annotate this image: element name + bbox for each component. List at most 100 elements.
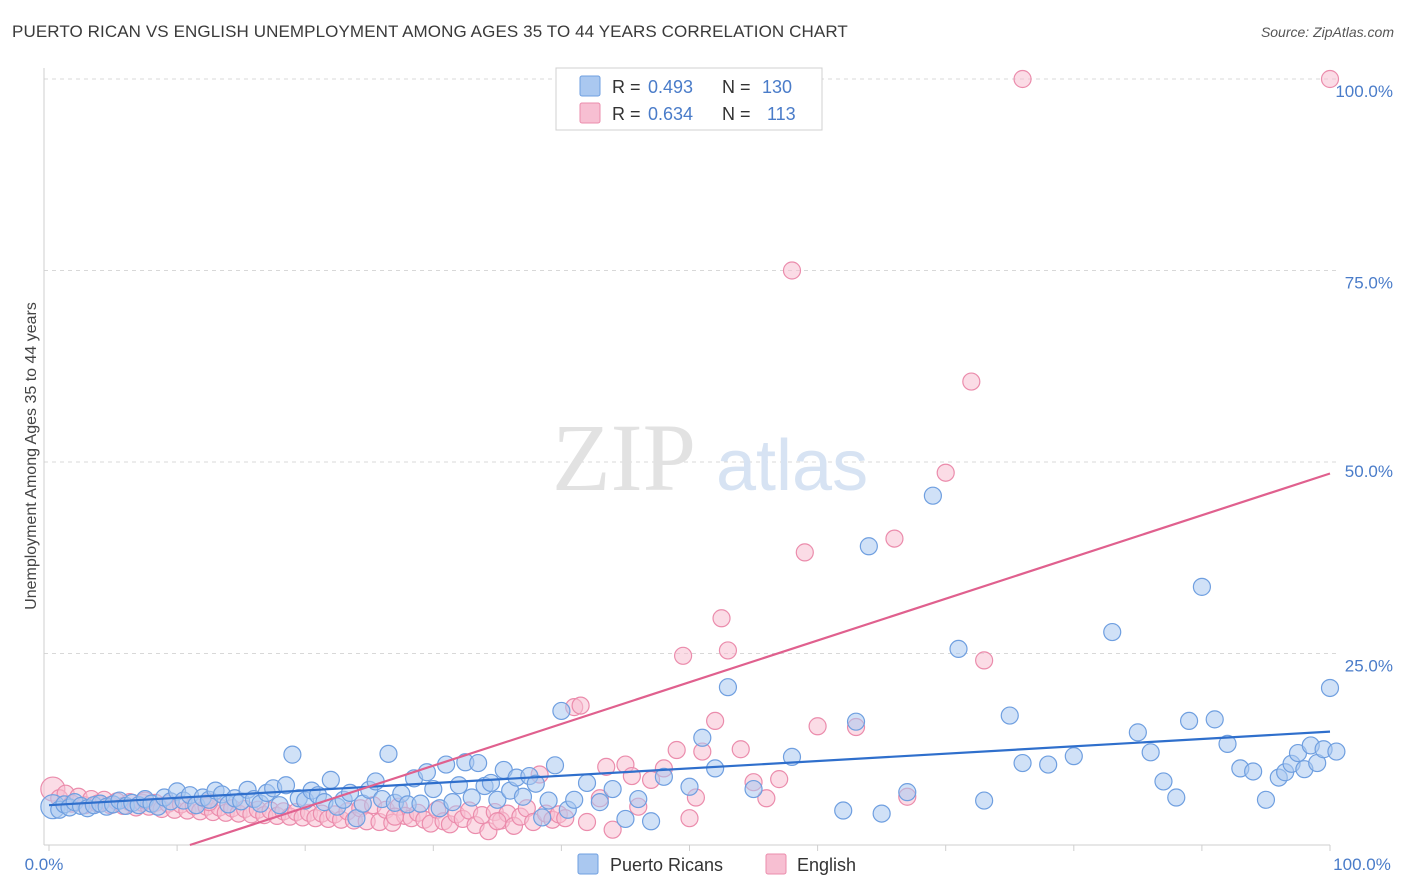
puerto-rican-point	[1064, 747, 1083, 766]
puerto-rican-point	[449, 776, 469, 795]
puerto-rican-point	[641, 812, 661, 831]
puerto-rican-point	[488, 790, 507, 809]
puerto-rican-point	[565, 790, 584, 809]
legend-n-label-2: N =	[722, 104, 751, 124]
series-swatch-english	[765, 853, 787, 875]
puerto-rican-point	[481, 773, 501, 793]
legend-r-label-1: R =	[612, 77, 641, 97]
source-label: Source: ZipAtlas.com	[1260, 24, 1394, 40]
puerto-rican-point	[424, 779, 443, 799]
legend-n-label-1: N =	[722, 77, 751, 97]
english-point	[731, 740, 750, 759]
puerto-rican-point	[270, 796, 289, 815]
puerto-rican-point	[1205, 710, 1224, 729]
puerto-rican-point	[1128, 723, 1147, 742]
english-point	[488, 812, 507, 831]
legend-r-label-2: R =	[612, 104, 641, 124]
chart-title: PUERTO RICAN VS ENGLISH UNEMPLOYMENT AMO…	[12, 22, 848, 41]
puerto-rican-point	[1039, 755, 1058, 774]
legend-swatch-pink	[579, 102, 601, 124]
puerto-rican-point	[417, 763, 436, 782]
puerto-rican-point	[1179, 711, 1199, 731]
english-trend-line	[189, 472, 1331, 847]
puerto-rican-point	[846, 712, 866, 731]
correlation-legend: R = 0.493 N = 130 R = 0.634 N = 113	[555, 67, 823, 131]
puerto-rican-point	[1154, 772, 1173, 791]
trend-lines	[48, 472, 1331, 847]
puerto-rican-point	[276, 776, 296, 795]
puerto-rican-point	[411, 794, 430, 813]
puerto-rican-point	[616, 809, 635, 829]
puerto-rican-point	[443, 793, 462, 812]
english-point	[936, 463, 955, 482]
puerto-rican-point	[379, 744, 398, 763]
series-swatch-puerto-ricans	[577, 853, 599, 875]
puerto-rican-point	[1103, 622, 1122, 642]
english-point	[975, 651, 994, 670]
axes	[43, 68, 1330, 846]
english-point	[782, 261, 802, 280]
puerto-rican-point	[1327, 742, 1346, 761]
legend-swatch-blue	[579, 75, 601, 97]
series-label-english: English	[797, 855, 856, 875]
english-point	[706, 711, 725, 731]
puerto-rican-point	[1244, 762, 1263, 781]
english-point	[757, 789, 776, 808]
puerto-rican-points	[40, 486, 1346, 831]
puerto-rican-point	[526, 774, 545, 793]
puerto-rican-point	[590, 793, 609, 812]
english-point	[718, 641, 738, 660]
puerto-rican-point	[834, 801, 853, 820]
x-tick-label-min: 0.0%	[25, 855, 64, 874]
puerto-rican-point	[1320, 678, 1340, 698]
puerto-rican-point	[513, 787, 533, 806]
puerto-rican-point	[1167, 788, 1186, 807]
series-legend: Puerto Ricans English	[577, 853, 856, 875]
english-point	[622, 766, 641, 786]
x-tick-marks	[48, 845, 1331, 851]
puerto-rican-point	[1141, 743, 1160, 762]
puerto-rican-point	[923, 486, 942, 505]
y-axis-label: Unemployment Among Ages 35 to 44 years	[23, 302, 40, 610]
y-tick-labels: 25.0% 50.0% 75.0% 100.0%	[1335, 82, 1393, 676]
puerto-rican-point	[462, 788, 481, 807]
english-point	[1320, 69, 1340, 89]
puerto-rican-point	[859, 537, 878, 556]
puerto-rican-point	[577, 773, 597, 793]
english-point	[885, 529, 904, 548]
puerto-rican-point	[693, 728, 712, 747]
puerto-rican-point	[680, 777, 699, 796]
puerto-rican-point	[782, 747, 802, 767]
puerto-rican-point	[718, 678, 738, 697]
puerto-rican-point	[872, 804, 891, 823]
puerto-rican-point	[539, 791, 558, 810]
puerto-rican-trend-line	[48, 730, 1331, 807]
puerto-rican-point	[545, 756, 565, 775]
puerto-rican-point	[283, 745, 302, 764]
gridlines	[44, 78, 1340, 654]
puerto-rican-point	[552, 701, 571, 721]
puerto-rican-point	[1192, 577, 1212, 596]
english-point	[571, 696, 590, 715]
watermark-atlas: atlas	[716, 426, 868, 506]
english-point	[1013, 69, 1032, 89]
puerto-rican-point	[629, 789, 648, 809]
legend-r-value-1: 0.493	[648, 77, 693, 97]
legend-r-value-2: 0.634	[648, 104, 693, 124]
series-label-puerto-ricans: Puerto Ricans	[610, 855, 723, 875]
legend-n-value-1: 130	[762, 77, 792, 97]
english-point	[808, 717, 827, 736]
y-tick-label-75: 75.0%	[1345, 274, 1393, 293]
puerto-rican-point	[603, 779, 622, 799]
puerto-rican-point	[1013, 753, 1032, 773]
puerto-rican-point	[975, 791, 994, 810]
puerto-rican-point	[321, 770, 340, 789]
english-point	[603, 820, 622, 839]
english-point	[667, 740, 686, 760]
puerto-rican-point	[744, 779, 763, 799]
y-tick-label-50: 50.0%	[1345, 462, 1393, 481]
puerto-rican-point	[469, 753, 488, 773]
puerto-rican-point	[1218, 734, 1237, 753]
puerto-rican-point	[949, 639, 968, 659]
english-point	[673, 646, 693, 665]
